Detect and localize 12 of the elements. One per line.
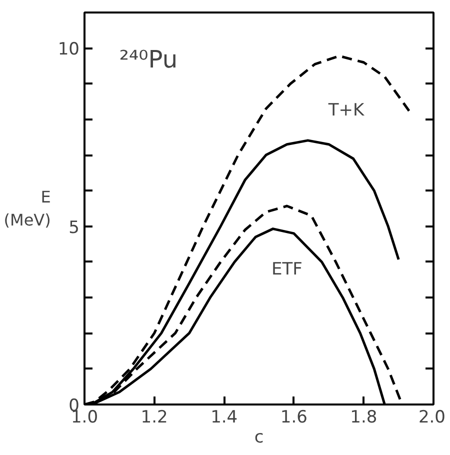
x-tick-label: 2.0 [418,408,446,428]
x-tick-label: 1.6 [280,408,308,428]
y-tick-label: 10 [58,40,80,60]
y-axis-title: E (MeV) [4,188,51,230]
annotation: T+K [327,100,365,120]
x-tick-label: 1.8 [350,408,378,428]
annotation: ETF [271,259,302,280]
y-tick-label: 5 [68,218,80,238]
x-tick-label: 1.4 [210,408,238,428]
x-axis-title: c [254,428,264,448]
x-tick-label: 1.2 [140,408,168,428]
text: ²⁴⁰Pu [119,46,178,74]
